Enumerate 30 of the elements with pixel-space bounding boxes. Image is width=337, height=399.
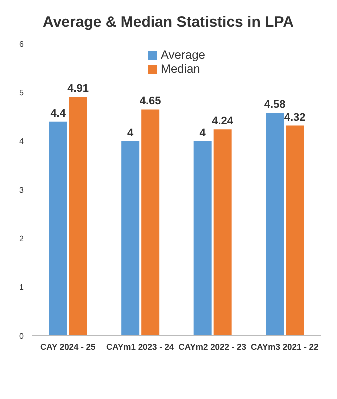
y-tick-label: 5	[20, 88, 25, 98]
bar	[266, 113, 284, 336]
data-label: 4	[128, 127, 135, 140]
data-label: 4	[200, 127, 207, 140]
bar	[194, 141, 212, 336]
bar	[142, 110, 160, 336]
data-label: 4.65	[140, 96, 162, 108]
bar	[69, 97, 88, 336]
y-tick-label: 6	[20, 40, 25, 49]
data-label: 4.91	[68, 83, 90, 96]
data-label: 4.32	[284, 112, 306, 124]
bar	[214, 130, 232, 336]
data-label: 4.24	[212, 116, 234, 128]
bar	[122, 141, 140, 336]
y-tick-label: 1	[20, 283, 25, 292]
y-tick-label: 2	[20, 234, 25, 244]
x-tick-label: CAYm3 2021 - 22	[251, 342, 320, 352]
data-label: 4.4	[50, 108, 67, 120]
data-label: 4.58	[264, 99, 286, 112]
legend-label: Median	[161, 62, 200, 76]
bar	[49, 122, 68, 336]
bar	[286, 126, 304, 336]
chart-title: Average & Median Statistics in LPA	[42, 13, 295, 33]
legend-label: Average	[161, 48, 206, 62]
x-tick-label: CAYm1 2023 - 24	[106, 342, 175, 352]
y-tick-label: 0	[20, 332, 25, 341]
x-tick-label: CAYm2 2022 - 23	[178, 342, 247, 352]
y-tick-label: 3	[20, 186, 25, 195]
y-tick-label: 4	[20, 137, 25, 146]
x-tick-label: CAY 2024 - 25	[40, 342, 96, 352]
